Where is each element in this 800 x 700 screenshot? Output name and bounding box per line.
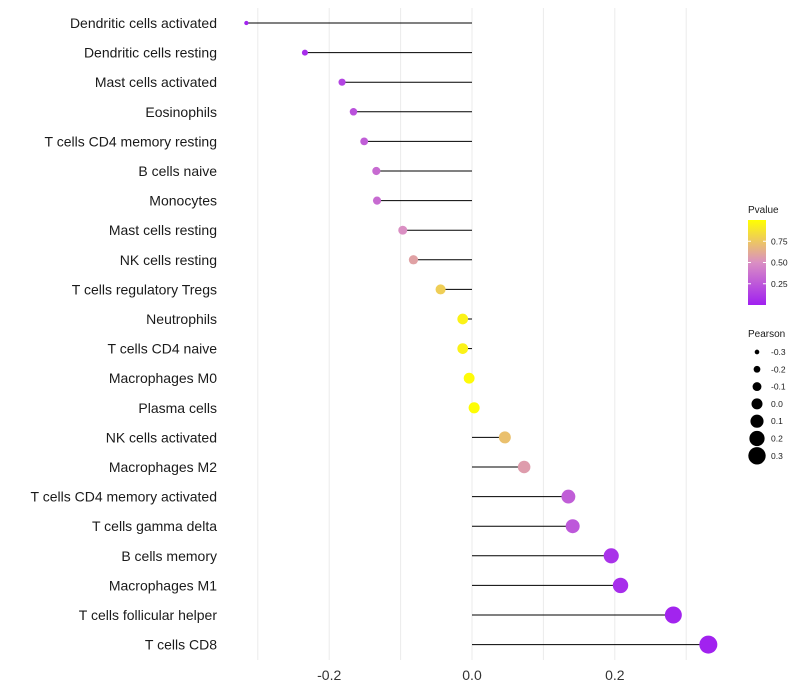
category-label: T cells CD8 <box>145 637 217 653</box>
size-key-label: -0.1 <box>771 382 786 392</box>
lollipop-point <box>349 108 358 116</box>
lollipop-point <box>664 606 682 624</box>
lollipop-point <box>561 489 576 504</box>
stick-layer <box>246 22 709 646</box>
category-label: T cells follicular helper <box>79 607 218 623</box>
category-label: Plasma cells <box>138 400 217 416</box>
category-label: T cells gamma delta <box>92 518 217 534</box>
category-label: T cells CD4 naive <box>108 341 218 357</box>
grid-layer <box>257 8 687 660</box>
x-tick-label: 0.0 <box>462 667 482 683</box>
lollipop-point <box>457 343 469 354</box>
size-key-label: 0.1 <box>771 416 783 426</box>
lollipop-point <box>372 166 381 176</box>
lollipop-point <box>360 137 369 146</box>
lollipop-point <box>372 196 382 205</box>
lollipop-point <box>699 635 718 654</box>
colorbar-tick-label: 0.50 <box>771 258 788 268</box>
category-axis: Dendritic cells activated Dendritic cells… <box>31 15 218 653</box>
lollipop-point <box>603 548 619 564</box>
size-key-label: 0.3 <box>771 451 783 461</box>
x-axis: -0.2 0.0 0.2 <box>317 667 625 683</box>
pvalue-legend: Pvalue 0.75 0.50 0.25 <box>748 205 788 305</box>
category-label: T cells regulatory Tregs <box>72 281 217 297</box>
lollipop-point <box>612 577 629 594</box>
category-label: T cells CD4 memory resting <box>45 133 217 149</box>
category-label: Eosinophils <box>145 104 217 120</box>
size-key-label: -0.2 <box>771 364 786 374</box>
colorbar-tick-label: 0.75 <box>771 236 788 246</box>
category-label: Macrophages M0 <box>109 370 217 386</box>
category-label: Macrophages M2 <box>109 459 217 475</box>
category-label: Mast cells resting <box>109 222 217 238</box>
lollipop-point <box>468 402 480 414</box>
dot-layer <box>244 20 718 654</box>
category-label: B cells naive <box>138 163 217 179</box>
size-key-point <box>751 398 763 410</box>
category-label: Neutrophils <box>146 311 217 327</box>
category-label: Mast cells activated <box>95 74 217 90</box>
category-label: B cells memory <box>121 548 217 564</box>
lollipop-point <box>517 460 531 474</box>
size-key-label: 0.0 <box>771 399 783 409</box>
size-key-label: 0.2 <box>771 434 783 444</box>
lollipop-point <box>435 284 446 295</box>
lollipop-point <box>565 519 580 534</box>
pvalue-legend-title: Pvalue <box>748 205 779 216</box>
pvalue-colorbar <box>748 220 766 305</box>
size-key-point <box>753 365 761 373</box>
x-tick-label: 0.2 <box>605 667 625 683</box>
size-key-point <box>748 447 766 465</box>
lollipop-point <box>408 255 419 265</box>
category-label: Dendritic cells resting <box>84 45 217 61</box>
size-key-point <box>754 349 760 355</box>
lollipop-point <box>301 49 308 56</box>
category-label: Monocytes <box>149 193 217 209</box>
pearson-legend: Pearson -0.3 -0.2 -0.1 0.0 0.1 0.2 0.3 <box>748 329 786 465</box>
pearson-legend-title: Pearson <box>748 329 785 340</box>
category-label: NK cells activated <box>106 429 217 445</box>
lollipop-point <box>457 313 469 325</box>
lollipop-point <box>244 20 249 26</box>
lollipop-point <box>338 78 346 86</box>
category-label: Macrophages M1 <box>109 577 217 593</box>
size-key-label: -0.3 <box>771 347 786 357</box>
lollipop-point <box>463 372 475 384</box>
lollipop-point <box>398 225 408 235</box>
size-key-point <box>750 414 764 428</box>
size-key-point <box>752 382 762 392</box>
category-label: NK cells resting <box>120 252 217 268</box>
size-key-point <box>749 430 765 447</box>
category-label: Dendritic cells activated <box>70 15 217 31</box>
x-tick-label: -0.2 <box>317 667 341 683</box>
category-label: T cells CD4 memory activated <box>31 489 217 505</box>
lollipop-point <box>498 431 511 444</box>
colorbar-tick-label: 0.25 <box>771 279 788 289</box>
